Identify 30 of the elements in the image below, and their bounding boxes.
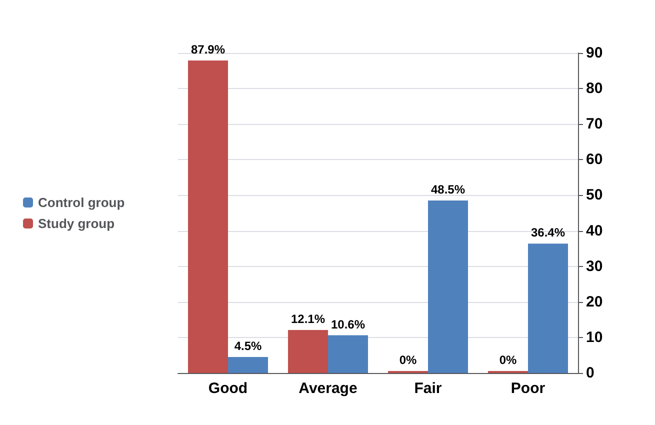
y-tick-label: 40 — [586, 222, 603, 240]
bar — [228, 357, 268, 373]
bar — [428, 200, 468, 373]
y-tick-label: 60 — [586, 151, 603, 168]
legend-label: Control group — [38, 195, 125, 210]
data-label: 48.5% — [430, 182, 466, 197]
x-tick-label: Good — [208, 380, 248, 397]
data-label: 10.6% — [330, 317, 366, 332]
data-label: 4.5% — [234, 339, 262, 353]
y-tick-label: 50 — [586, 186, 603, 204]
data-label: 0% — [499, 353, 517, 367]
bar — [528, 244, 568, 373]
y-tick-label: 70 — [586, 116, 603, 133]
data-label: 12.1% — [290, 312, 326, 326]
y-tick-label: 90 — [586, 44, 603, 62]
bar — [288, 330, 328, 373]
bar — [328, 335, 368, 373]
y-tick-label: 20 — [586, 293, 603, 310]
y-tick-label: 0 — [586, 364, 594, 382]
x-tick-label: Average — [298, 380, 358, 397]
x-tick-label: Poor — [510, 380, 546, 397]
bar — [188, 60, 228, 373]
y-tick-label: 30 — [586, 258, 603, 275]
data-label: 0% — [399, 353, 417, 367]
data-label: 87.9% — [190, 42, 226, 56]
y-tick-label: 80 — [586, 80, 603, 98]
legend-label: Study group — [38, 216, 115, 231]
x-tick-label: Fair — [414, 380, 442, 397]
data-label: 36.4% — [530, 226, 566, 240]
y-tick-label: 10 — [586, 328, 603, 346]
